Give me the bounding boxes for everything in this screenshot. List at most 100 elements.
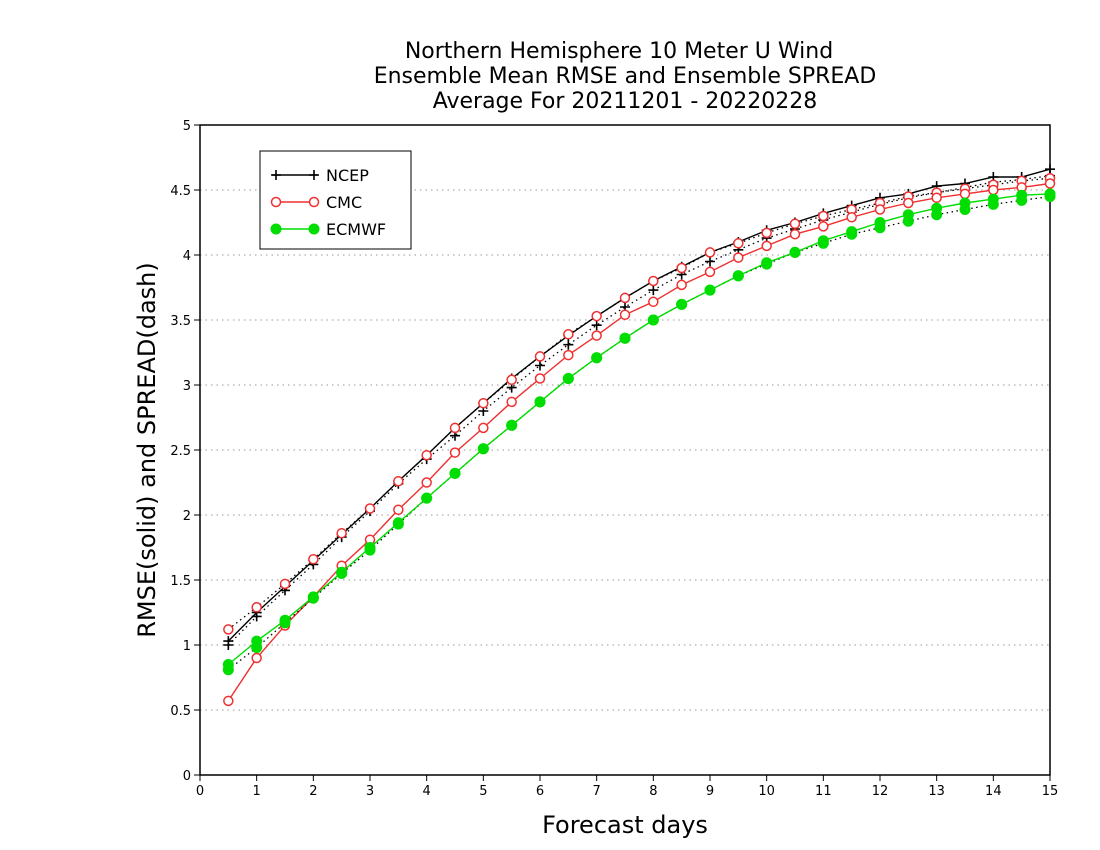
cmc-spread-point — [789, 218, 801, 230]
cmc-rmse-point — [393, 504, 404, 516]
cmc-spread-point — [251, 602, 262, 613]
grid-lines — [200, 189, 1050, 711]
x-tick-label: 14 — [985, 784, 1002, 799]
ecmwf-rmse-point — [1044, 188, 1056, 200]
cmc-rmse-point — [506, 396, 517, 408]
ecmwf-rmse-point — [392, 517, 404, 529]
x-tick-label: 7 — [593, 784, 601, 799]
ecmwf-rmse-point — [307, 591, 319, 603]
ncep-spread-point — [535, 360, 545, 371]
y-tick-label: 1.5 — [170, 574, 191, 589]
y-tick-label: 4.5 — [170, 184, 191, 199]
y-tick-label: 5 — [183, 119, 191, 134]
x-tick-label: 2 — [309, 784, 317, 799]
ecmwf-rmse-point — [562, 373, 574, 384]
ecmwf-rmse-point — [704, 284, 716, 296]
y-tick-label: 0 — [183, 769, 191, 784]
x-tick-label: 10 — [758, 784, 775, 799]
cmc-spread-point — [563, 329, 574, 340]
legend-marker — [271, 170, 281, 180]
legend-item-ncep: NCEP — [271, 166, 369, 185]
ecmwf-rmse-point — [647, 314, 659, 326]
cmc-spread-point — [449, 422, 461, 434]
ecmwf-rmse-point — [364, 542, 376, 553]
legend-marker — [309, 170, 319, 180]
ecmwf-rmse-point — [817, 235, 829, 247]
x-tick-label: 6 — [536, 784, 544, 799]
cmc-rmse-point — [903, 197, 914, 209]
ncep-rmse-line — [227, 168, 1051, 642]
ecmwf-rmse-point — [931, 202, 943, 214]
cmc-rmse-point — [761, 240, 772, 252]
ecmwf-rmse-point — [449, 467, 461, 479]
ecmwf-rmse-point — [846, 226, 858, 238]
ecmwf-rmse-point — [421, 492, 433, 504]
ecmwf-rmse-point — [591, 352, 603, 364]
title-line-3: Average For 20211201 - 20220228 — [433, 89, 818, 114]
legend: NCEP CMC ECMWF — [259, 150, 412, 250]
x-tick-label: 0 — [196, 784, 204, 799]
ecmwf-rmse-point — [222, 659, 234, 670]
ecmwf-rmse-point — [732, 270, 744, 282]
cmc-spread-point — [336, 527, 347, 539]
ecmwf-rmse-point — [874, 217, 886, 228]
x-tick-label: 9 — [706, 784, 714, 799]
cmc-rmse-point — [988, 184, 999, 196]
legend-label: ECMWF — [326, 220, 386, 239]
cmc-rmse-point — [534, 373, 546, 384]
ecmwf-spread-line — [227, 195, 1051, 671]
cmc-spread-point — [421, 449, 432, 461]
cmc-spread-point — [534, 351, 546, 362]
legend-label: CMC — [326, 193, 362, 212]
ecmwf-rmse-point — [506, 419, 518, 431]
legend-marker — [270, 223, 282, 235]
cmc-spread-point — [704, 247, 716, 258]
cmc-rmse-point — [563, 349, 574, 361]
x-axis-title: Forecast days — [542, 811, 708, 839]
y-tick-label: 2 — [183, 509, 191, 524]
y-axis-title: RMSE(solid) and SPREAD(dash) — [133, 262, 161, 638]
y-tick-label: 1 — [183, 639, 191, 654]
ecmwf-rmse-point — [676, 298, 688, 310]
cmc-rmse-point — [421, 477, 432, 488]
cmc-rmse-point — [251, 652, 262, 664]
x-tick-label: 15 — [1042, 784, 1059, 799]
legend-box — [259, 150, 412, 250]
legend-label: NCEP — [326, 166, 369, 185]
ncep-spread-point — [563, 339, 574, 350]
legend-marker — [270, 196, 282, 208]
cmc-spread-point — [733, 238, 744, 249]
ecmwf-rmse-line — [227, 193, 1051, 666]
cmc-spread-point — [364, 503, 376, 514]
x-tick-label: 8 — [649, 784, 657, 799]
legend-marker — [308, 223, 320, 235]
ecmwf-rmse-point — [619, 332, 631, 344]
y-tick-label: 0.5 — [170, 704, 191, 719]
cmc-rmse-point — [223, 695, 234, 707]
legend-item-ecmwf: ECMWF — [270, 220, 386, 239]
x-tick-label: 3 — [366, 784, 374, 799]
cmc-rmse-point — [818, 221, 829, 232]
cmc-rmse-point — [478, 422, 489, 434]
ecmwf-rmse-point — [902, 209, 914, 221]
axis-ticks: 00.511.522.533.544.550 1 2 3 4 5 6 7 8 9 10 11 12 13 1… — [170, 119, 1058, 799]
x-tick-label: 12 — [872, 784, 889, 799]
cmc-spread-point — [478, 397, 489, 409]
cmc-spread-point — [506, 374, 517, 386]
legend-item-cmc: CMC — [270, 193, 362, 212]
cmc-spread-point — [761, 227, 772, 239]
x-tick-label: 11 — [815, 784, 832, 799]
series-ecmwf — [222, 188, 1056, 676]
cmc-spread-point — [279, 578, 291, 590]
cmc-rmse-point — [449, 447, 461, 458]
chart-title: Northern Hemisphere 10 Meter U Wind Ense… — [374, 39, 877, 114]
cmc-spread-point — [591, 310, 602, 322]
cmc-rmse-point — [874, 204, 886, 215]
cmc-rmse-point — [846, 212, 857, 223]
cmc-rmse-point — [959, 188, 971, 200]
x-tick-label: 1 — [253, 784, 261, 799]
cmc-spread-point — [619, 292, 631, 304]
y-tick-label: 2.5 — [170, 444, 191, 459]
legend-items: NCEP CMC ECMWF — [270, 166, 386, 239]
x-tick-label: 13 — [928, 784, 945, 799]
